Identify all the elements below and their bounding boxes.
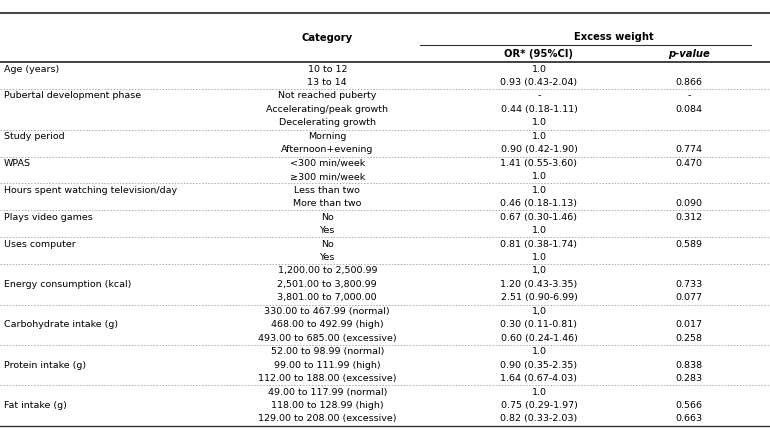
Text: -: -	[688, 92, 691, 101]
Text: Pubertal development phase: Pubertal development phase	[4, 92, 141, 101]
Text: 0.774: 0.774	[675, 145, 703, 154]
Text: WPAS: WPAS	[4, 159, 31, 168]
Text: Yes: Yes	[320, 226, 335, 235]
Text: 0.81 (0.38-1.74): 0.81 (0.38-1.74)	[500, 240, 578, 249]
Text: 112.00 to 188.00 (excessive): 112.00 to 188.00 (excessive)	[258, 374, 397, 383]
Text: 0.090: 0.090	[675, 199, 703, 208]
Text: Hours spent watching television/day: Hours spent watching television/day	[4, 186, 177, 195]
Text: 1.0: 1.0	[531, 253, 547, 262]
Text: 493.00 to 685.00 (excessive): 493.00 to 685.00 (excessive)	[258, 334, 397, 343]
Text: 0.30 (0.11-0.81): 0.30 (0.11-0.81)	[500, 320, 578, 329]
Text: 0.75 (0.29-1.97): 0.75 (0.29-1.97)	[500, 401, 578, 410]
Text: 0.589: 0.589	[675, 240, 703, 249]
Text: Not reached puberty: Not reached puberty	[278, 92, 377, 101]
Text: 0.283: 0.283	[675, 374, 703, 383]
Text: 118.00 to 128.99 (high): 118.00 to 128.99 (high)	[271, 401, 383, 410]
Text: Carbohydrate intake (g): Carbohydrate intake (g)	[4, 320, 118, 329]
Text: 1.0: 1.0	[531, 387, 547, 396]
Text: 1.0: 1.0	[531, 132, 547, 141]
Text: 1.0: 1.0	[531, 186, 547, 195]
Text: Morning: Morning	[308, 132, 346, 141]
Text: 330.00 to 467.99 (normal): 330.00 to 467.99 (normal)	[264, 307, 390, 316]
Text: 0.663: 0.663	[675, 415, 703, 424]
Text: 1.20 (0.43-3.35): 1.20 (0.43-3.35)	[500, 280, 578, 289]
Text: No: No	[321, 212, 333, 221]
Text: Fat intake (g): Fat intake (g)	[4, 401, 67, 410]
Text: 0.017: 0.017	[675, 320, 703, 329]
Text: <300 min/week: <300 min/week	[290, 159, 365, 168]
Text: 0.90 (0.35-2.35): 0.90 (0.35-2.35)	[500, 361, 578, 370]
Text: -: -	[537, 92, 541, 101]
Text: 1,200.00 to 2,500.99: 1,200.00 to 2,500.99	[277, 267, 377, 276]
Text: 99.00 to 111.99 (high): 99.00 to 111.99 (high)	[274, 361, 380, 370]
Text: Protein intake (g): Protein intake (g)	[4, 361, 86, 370]
Text: 0.566: 0.566	[675, 401, 703, 410]
Text: 49.00 to 117.99 (normal): 49.00 to 117.99 (normal)	[267, 387, 387, 396]
Text: 0.084: 0.084	[675, 105, 703, 114]
Text: 1.0: 1.0	[531, 64, 547, 74]
Text: 1.0: 1.0	[531, 226, 547, 235]
Text: Decelerating growth: Decelerating growth	[279, 118, 376, 127]
Text: 0.866: 0.866	[675, 78, 703, 87]
Text: 1.0: 1.0	[531, 118, 547, 127]
Text: 1,0: 1,0	[531, 307, 547, 316]
Text: 2.51 (0.90-6.99): 2.51 (0.90-6.99)	[500, 293, 578, 302]
Text: Afternoon+evening: Afternoon+evening	[281, 145, 373, 154]
Text: Category: Category	[302, 33, 353, 43]
Text: 0.312: 0.312	[675, 212, 703, 221]
Text: 1.64 (0.67-4.03): 1.64 (0.67-4.03)	[500, 374, 578, 383]
Text: Plays video games: Plays video games	[4, 212, 92, 221]
Text: p-value: p-value	[668, 49, 710, 59]
Text: 0.838: 0.838	[675, 361, 703, 370]
Text: Accelerating/peak growth: Accelerating/peak growth	[266, 105, 388, 114]
Text: Uses computer: Uses computer	[4, 240, 75, 249]
Text: 468.00 to 492.99 (high): 468.00 to 492.99 (high)	[271, 320, 383, 329]
Text: 1,0: 1,0	[531, 267, 547, 276]
Text: No: No	[321, 240, 333, 249]
Text: Excess weight: Excess weight	[574, 31, 654, 42]
Text: 0.67 (0.30-1.46): 0.67 (0.30-1.46)	[500, 212, 578, 221]
Text: 0.258: 0.258	[675, 334, 703, 343]
Text: More than two: More than two	[293, 199, 361, 208]
Text: 1.0: 1.0	[531, 172, 547, 181]
Text: Study period: Study period	[4, 132, 65, 141]
Text: 10 to 12: 10 to 12	[307, 64, 347, 74]
Text: 2,501.00 to 3,800.99: 2,501.00 to 3,800.99	[277, 280, 377, 289]
Text: 13 to 14: 13 to 14	[307, 78, 347, 87]
Text: 0.470: 0.470	[675, 159, 703, 168]
Text: 0.077: 0.077	[675, 293, 703, 302]
Text: 52.00 to 98.99 (normal): 52.00 to 98.99 (normal)	[270, 347, 384, 356]
Text: 129.00 to 208.00 (excessive): 129.00 to 208.00 (excessive)	[258, 415, 397, 424]
Text: Yes: Yes	[320, 253, 335, 262]
Text: 0.60 (0.24-1.46): 0.60 (0.24-1.46)	[500, 334, 578, 343]
Text: 1.41 (0.55-3.60): 1.41 (0.55-3.60)	[500, 159, 578, 168]
Text: Energy consumption (kcal): Energy consumption (kcal)	[4, 280, 131, 289]
Text: 0.90 (0.42-1.90): 0.90 (0.42-1.90)	[500, 145, 578, 154]
Text: Less than two: Less than two	[294, 186, 360, 195]
Text: 3,801.00 to 7,000.00: 3,801.00 to 7,000.00	[277, 293, 377, 302]
Text: OR* (95%CI): OR* (95%CI)	[504, 49, 574, 59]
Text: ≥300 min/week: ≥300 min/week	[290, 172, 365, 181]
Text: 1.0: 1.0	[531, 347, 547, 356]
Text: 0.82 (0.33-2.03): 0.82 (0.33-2.03)	[500, 415, 578, 424]
Text: 0.46 (0.18-1.13): 0.46 (0.18-1.13)	[500, 199, 578, 208]
Text: 0.93 (0.43-2.04): 0.93 (0.43-2.04)	[500, 78, 578, 87]
Text: Age (years): Age (years)	[4, 64, 59, 74]
Text: 0.44 (0.18-1.11): 0.44 (0.18-1.11)	[500, 105, 578, 114]
Text: 0.733: 0.733	[675, 280, 703, 289]
